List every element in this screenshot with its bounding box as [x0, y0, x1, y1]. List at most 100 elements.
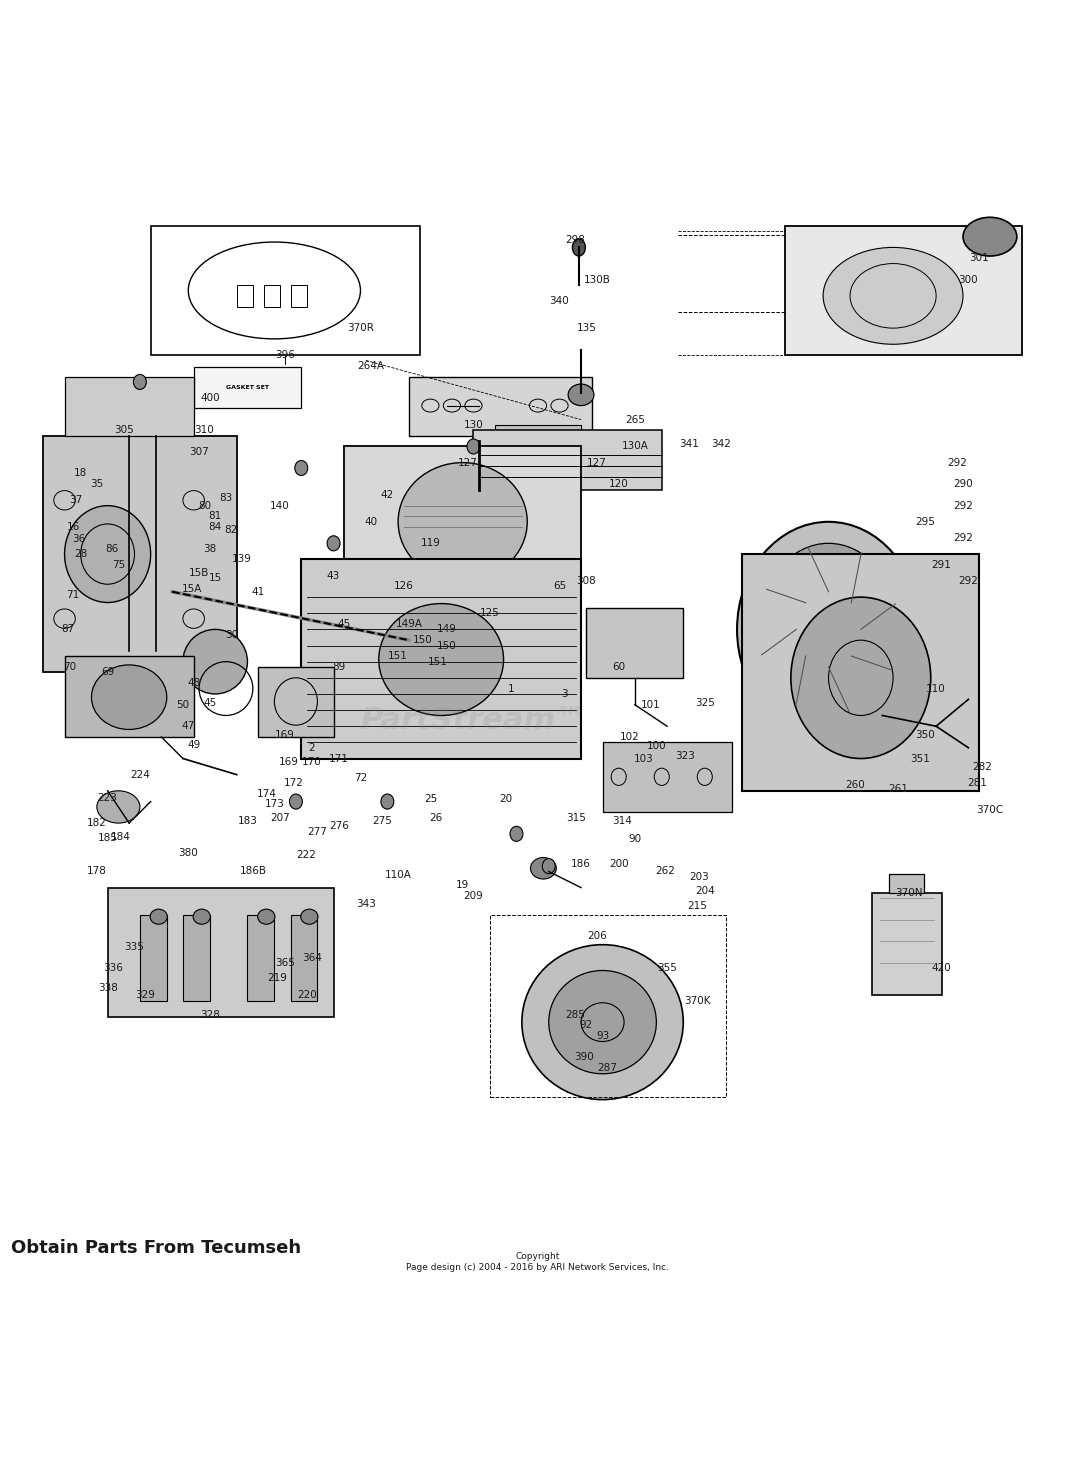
Text: 203: 203 — [690, 873, 709, 881]
Text: 40: 40 — [365, 517, 378, 526]
Bar — [264, 284, 280, 307]
Text: 287: 287 — [597, 1063, 617, 1073]
Bar — [344, 447, 581, 597]
Text: 420: 420 — [932, 964, 951, 973]
Text: 50: 50 — [176, 700, 189, 709]
Text: 92: 92 — [580, 1020, 593, 1030]
Text: 351: 351 — [910, 753, 930, 764]
Text: 47: 47 — [182, 721, 195, 731]
Text: 150: 150 — [413, 635, 433, 646]
Text: 15B: 15B — [189, 569, 209, 578]
Text: 37: 37 — [69, 495, 82, 506]
Ellipse shape — [91, 665, 167, 730]
Text: 328: 328 — [200, 1010, 220, 1020]
Bar — [409, 376, 592, 436]
Ellipse shape — [467, 439, 480, 454]
Bar — [785, 226, 1022, 355]
Text: 277: 277 — [308, 827, 327, 837]
Text: 49: 49 — [187, 740, 200, 750]
Text: 126: 126 — [394, 581, 413, 591]
Text: 184: 184 — [111, 831, 130, 842]
Text: Copyright
Page design (c) 2004 - 2016 by ARI Network Services, Inc.: Copyright Page design (c) 2004 - 2016 by… — [407, 1253, 669, 1272]
Text: 396: 396 — [275, 349, 295, 360]
Text: 150: 150 — [437, 641, 456, 650]
Text: 275: 275 — [372, 817, 392, 825]
Bar — [490, 914, 726, 1098]
Ellipse shape — [327, 535, 340, 551]
Bar — [473, 430, 662, 489]
Text: 224: 224 — [130, 769, 150, 780]
Text: 127: 127 — [458, 457, 478, 467]
Bar — [872, 893, 942, 995]
Ellipse shape — [133, 374, 146, 389]
Ellipse shape — [183, 629, 247, 694]
Ellipse shape — [379, 603, 504, 715]
Text: 173: 173 — [265, 799, 284, 809]
Text: 355: 355 — [657, 964, 677, 973]
Text: 110A: 110A — [385, 870, 411, 880]
Text: 20: 20 — [499, 794, 512, 805]
Text: 342: 342 — [711, 439, 731, 450]
Bar — [65, 376, 194, 436]
Text: 220: 220 — [297, 991, 316, 1001]
Text: 15A: 15A — [182, 584, 201, 594]
Text: 390: 390 — [575, 1051, 594, 1061]
Text: PartStream™: PartStream™ — [360, 706, 586, 736]
Text: 170: 170 — [302, 756, 322, 766]
Ellipse shape — [963, 217, 1017, 256]
Text: 81: 81 — [209, 511, 222, 522]
Text: 264A: 264A — [357, 361, 385, 371]
Text: 206: 206 — [587, 932, 607, 940]
Bar — [291, 284, 307, 307]
Ellipse shape — [522, 945, 683, 1100]
Text: 340: 340 — [550, 296, 569, 307]
Text: 45: 45 — [203, 697, 216, 708]
Bar — [140, 914, 167, 1001]
Text: 151: 151 — [428, 657, 448, 666]
Bar — [301, 560, 581, 759]
Text: 335: 335 — [125, 942, 144, 952]
Text: 370R: 370R — [348, 323, 373, 333]
Text: 307: 307 — [189, 447, 209, 457]
Text: 71: 71 — [67, 590, 80, 600]
Ellipse shape — [549, 970, 656, 1073]
Ellipse shape — [568, 385, 594, 405]
Text: 219: 219 — [268, 973, 287, 983]
Text: 18: 18 — [74, 469, 87, 479]
Text: 100: 100 — [647, 740, 666, 750]
Ellipse shape — [150, 909, 168, 924]
Text: 130B: 130B — [584, 274, 610, 284]
Ellipse shape — [301, 909, 318, 924]
Text: 298: 298 — [566, 234, 585, 245]
Text: 262: 262 — [655, 867, 675, 877]
Text: 45: 45 — [338, 619, 351, 629]
Text: 276: 276 — [329, 821, 349, 831]
Text: Obtain Parts From Tecumseh: Obtain Parts From Tecumseh — [11, 1240, 301, 1257]
Text: 19: 19 — [456, 880, 469, 890]
Bar — [43, 436, 237, 672]
Bar — [237, 284, 253, 307]
Text: 305: 305 — [114, 426, 133, 435]
Text: 178: 178 — [87, 867, 107, 877]
Text: 290: 290 — [953, 479, 973, 489]
Ellipse shape — [791, 597, 931, 759]
Bar — [108, 887, 334, 1017]
Text: 215: 215 — [688, 901, 707, 911]
Text: 130: 130 — [464, 420, 483, 430]
Text: 380: 380 — [179, 848, 198, 858]
Text: 282: 282 — [973, 762, 992, 772]
Text: 80: 80 — [198, 501, 211, 510]
Text: 400: 400 — [200, 394, 220, 402]
Ellipse shape — [398, 463, 527, 581]
Text: 172: 172 — [284, 778, 303, 789]
Text: 370C: 370C — [976, 805, 1004, 815]
Text: 70: 70 — [63, 662, 76, 672]
Text: 169: 169 — [279, 756, 298, 766]
Text: 75: 75 — [112, 560, 125, 570]
Ellipse shape — [542, 858, 555, 874]
Text: 365: 365 — [275, 958, 295, 968]
Ellipse shape — [289, 794, 302, 809]
Text: 42: 42 — [381, 489, 394, 500]
Bar — [183, 914, 210, 1001]
Text: 127: 127 — [587, 457, 607, 467]
